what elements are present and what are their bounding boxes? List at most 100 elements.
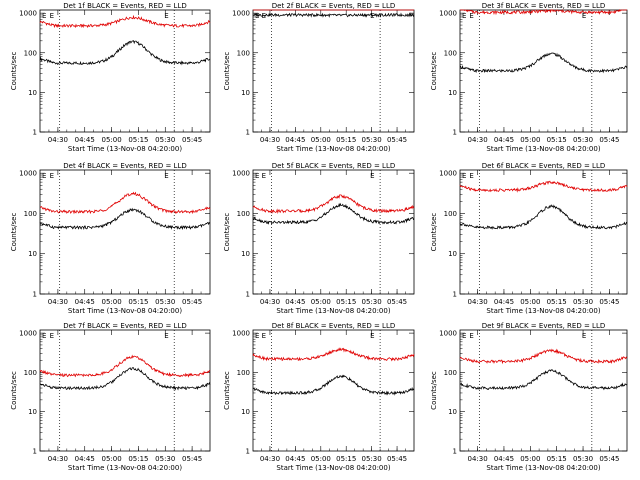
marker-label: E [582,12,586,20]
x-tick-label: 05:45 [182,455,202,463]
marker-label: E [370,332,374,340]
plot-frame [39,329,211,452]
y-tick-label: 1000 [232,10,250,18]
x-tick-label: 04:45 [285,136,305,144]
x-tick-label: 05:15 [547,136,567,144]
x-tick-label: 05:15 [547,455,567,463]
marker-label: E [582,172,586,180]
x-tick-label: 05:45 [387,136,407,144]
y-tick-label: 10 [448,408,457,416]
x-tick-label: 05:00 [311,455,331,463]
y-axis-label: Counts/sec [10,371,18,410]
y-tick-label: 1 [33,129,37,137]
chart-title: Det 6f BLACK = Events, RED = LLD [482,162,605,170]
chart-title: Det 4f BLACK = Events, RED = LLD [63,162,186,170]
y-tick-label: 1000 [439,330,457,338]
x-tick-label: 05:45 [599,136,619,144]
x-tick-label: 04:30 [260,455,280,463]
marker-label: E [469,172,473,180]
lld-series-line [39,354,211,378]
x-tick-label: 05:15 [547,298,567,306]
y-axis-label: Counts/sec [430,213,438,252]
marker-label: E [370,172,374,180]
x-tick-label: 05:30 [155,298,175,306]
y-tick-label: 1 [453,129,457,137]
lld-series-line [459,180,628,193]
x-tick-label: 04:30 [467,455,487,463]
lld-series-line [39,14,211,29]
y-axis-label: Counts/sec [10,52,18,91]
marker-label: E [50,12,54,20]
x-tick-label: 05:45 [387,455,407,463]
marker-label: E [469,12,473,20]
x-tick-label: 05:00 [311,298,331,306]
y-tick-label: 100 [237,210,250,218]
marker-label: E [255,332,259,340]
y-tick-label: 10 [28,250,37,258]
marker-label: E [50,172,54,180]
y-axis-label: Counts/sec [10,213,18,252]
chart-title: Det 5f BLACK = Events, RED = LLD [272,162,395,170]
y-tick-label: 100 [24,49,37,57]
chart-title: Det 1f BLACK = Events, RED = LLD [63,2,186,10]
x-tick-label: 04:30 [467,298,487,306]
events-series-line [252,374,415,396]
y-tick-label: 10 [448,250,457,258]
y-tick-label: 1 [246,291,250,299]
x-axis-label: Start Time (13-Nov-08 04:20:00) [486,145,600,153]
y-tick-label: 100 [237,49,250,57]
x-tick-label: 05:30 [362,136,382,144]
y-axis-label: Counts/sec [223,52,231,91]
x-tick-label: 04:30 [467,136,487,144]
marker-label: E [462,12,466,20]
events-series-line [39,367,211,391]
chart-panel-9: Det 9f BLACK = Events, RED = LLD 1 10 100 10… [430,322,628,472]
plot-frame [39,9,211,133]
plot-frame [39,169,211,295]
y-tick-label: 10 [241,89,250,97]
chart-panel-5: Det 5f BLACK = Events, RED = LLD 1 10 100 10… [223,162,415,315]
y-tick-label: 1000 [232,170,250,178]
y-tick-label: 1000 [19,170,37,178]
x-tick-label: 04:45 [75,455,95,463]
x-tick-label: 05:45 [599,298,619,306]
y-tick-label: 1000 [19,330,37,338]
x-tick-label: 04:45 [75,298,95,306]
y-tick-label: 1000 [232,330,250,338]
lld-series-line [459,348,628,365]
x-tick-label: 05:00 [520,455,540,463]
plot-frame [252,9,415,133]
chart-panel-6: Det 6f BLACK = Events, RED = LLD 1 10 100 10… [430,162,628,315]
x-tick-label: 05:30 [573,455,593,463]
y-tick-label: 10 [28,408,37,416]
marker-label: E [50,332,54,340]
x-tick-label: 04:45 [285,298,305,306]
x-tick-label: 05:45 [599,455,619,463]
x-tick-label: 04:45 [494,455,514,463]
y-tick-label: 1 [33,448,37,456]
events-series-line [39,40,211,66]
chart-title: Det 2f BLACK = Events, RED = LLD [272,2,395,10]
y-tick-label: 1000 [439,170,457,178]
events-series-line [459,52,628,74]
plot-frame [252,169,415,295]
y-tick-label: 1000 [439,10,457,18]
x-tick-label: 05:15 [128,136,148,144]
x-tick-label: 05:15 [128,455,148,463]
y-axis-label: Counts/sec [430,52,438,91]
y-tick-label: 100 [444,49,457,57]
chart-panel-1: Det 1f BLACK = Events, RED = LLD 1 10 100 10… [10,2,211,153]
y-tick-label: 1 [33,291,37,299]
x-axis-label: Start Time (13-Nov-08 04:20:00) [68,307,182,315]
x-tick-label: 05:00 [101,455,121,463]
y-axis-label: Counts/sec [223,213,231,252]
marker-label: E [262,172,266,180]
marker-label: E [42,12,46,20]
x-tick-label: 05:00 [101,136,121,144]
y-tick-label: 1 [246,448,250,456]
x-tick-label: 05:30 [573,298,593,306]
plot-frame [459,169,628,295]
y-tick-label: 100 [24,369,37,377]
x-tick-label: 05:15 [336,136,356,144]
